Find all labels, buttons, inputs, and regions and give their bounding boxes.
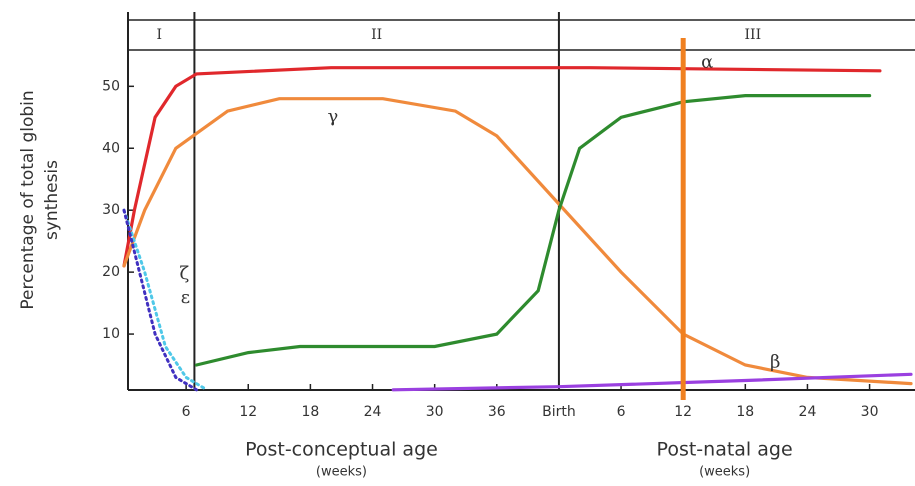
- x-tick-label: 12: [674, 404, 692, 420]
- x-tick-label: 36: [488, 404, 506, 420]
- chart: Percentage of total globin synthesis III…: [0, 0, 915, 486]
- period-label: I: [156, 27, 162, 43]
- x-axis-unit: (weeks): [699, 465, 750, 480]
- series-label: α: [701, 52, 713, 73]
- x-axis-label: Post-natal age: [657, 439, 793, 461]
- period-label: II: [371, 27, 382, 43]
- y-axis-label: Percentage of total globin: [18, 90, 38, 309]
- x-axis-unit: (weeks): [316, 465, 367, 480]
- period-label: III: [745, 27, 762, 43]
- series-line: [197, 96, 870, 365]
- page: Percentage of total globin synthesis III…: [0, 0, 915, 486]
- x-tick-label: 12: [239, 404, 257, 420]
- y-axis-label: synthesis: [42, 160, 62, 240]
- x-tick-label: 24: [364, 404, 382, 420]
- x-tick-label: 30: [861, 404, 879, 420]
- series-line: [124, 99, 911, 384]
- x-tick-label: 6: [182, 404, 191, 420]
- x-tick-label: 30: [426, 404, 444, 420]
- x-axis-label: Post-conceptual age: [245, 439, 438, 461]
- x-tick-label: 24: [799, 404, 817, 420]
- x-tick-label: Birth: [542, 404, 576, 420]
- series-line: [393, 374, 911, 390]
- series-label: β: [770, 351, 780, 372]
- y-tick-label: 30: [102, 202, 120, 218]
- y-tick-label: 20: [102, 264, 120, 280]
- y-tick-label: 50: [102, 78, 120, 94]
- y-tick-label: 40: [102, 140, 120, 156]
- x-tick-label: 18: [301, 404, 319, 420]
- x-tick-label: 6: [617, 404, 626, 420]
- series-label: ζ: [180, 263, 190, 284]
- series-label: ε: [181, 287, 190, 308]
- series-label: γ: [328, 106, 339, 127]
- x-tick-label: 18: [736, 404, 754, 420]
- series-line: [124, 68, 880, 266]
- y-tick-label: 10: [102, 326, 120, 342]
